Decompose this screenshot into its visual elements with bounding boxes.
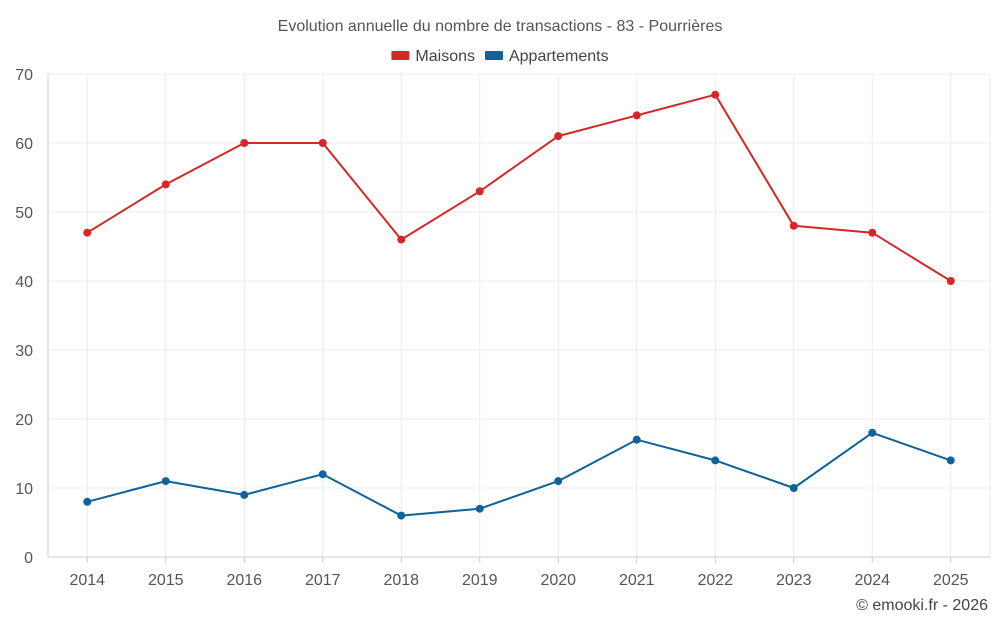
data-point-appartements[interactable] [318, 470, 327, 479]
data-point-maisons[interactable] [240, 139, 249, 147]
data-point-appartements[interactable] [83, 497, 92, 506]
y-tick-label: 40 [15, 274, 33, 291]
y-tick-label: 30 [15, 343, 33, 360]
legend-swatch [391, 51, 410, 60]
data-point-appartements[interactable] [711, 456, 720, 465]
x-tick-label: 2017 [305, 572, 341, 589]
data-point-maisons[interactable] [946, 277, 955, 285]
series-layer [83, 90, 955, 520]
data-point-maisons[interactable] [161, 180, 170, 189]
data-point-maisons[interactable] [475, 187, 484, 196]
x-tick-label: 2022 [697, 572, 733, 589]
series-line-maisons [86, 93, 952, 282]
data-point-appartements[interactable] [161, 477, 170, 486]
x-tick-label: 2020 [540, 572, 576, 589]
data-point-maisons[interactable] [83, 228, 92, 237]
legend-swatch [484, 51, 503, 60]
credit-text: © emooki.fr - 2026 [856, 597, 988, 614]
x-tick-label: 2014 [69, 572, 105, 589]
x-tick-label: 2015 [148, 572, 184, 589]
data-point-appartements[interactable] [475, 504, 484, 513]
y-tick-label: 60 [15, 136, 33, 153]
legend-item-maisons[interactable]: Maisons [391, 48, 475, 65]
data-point-appartements[interactable] [554, 477, 563, 486]
y-tick-label: 70 [15, 67, 33, 84]
grid [48, 73, 991, 557]
data-point-maisons[interactable] [318, 139, 327, 147]
data-point-maisons[interactable] [711, 90, 720, 99]
legend-label: Maisons [415, 48, 475, 65]
legend-item-appartements[interactable]: Appartements [484, 48, 609, 65]
data-point-appartements[interactable] [946, 456, 955, 465]
x-tick-label: 2025 [933, 572, 969, 589]
series-line-appartements [86, 431, 952, 517]
chart-title: Evolution annuelle du nombre de transact… [278, 18, 723, 35]
x-tick-label: 2024 [854, 572, 890, 589]
data-point-appartements[interactable] [632, 435, 641, 444]
y-axis: 0 10 20 30 40 50 60 70 [15, 67, 49, 567]
y-tick-label: 50 [15, 205, 33, 222]
legend: Maisons Appartements [391, 48, 609, 65]
y-tick-label: 20 [15, 412, 33, 429]
x-axis: 2014 2015 2016 2017 2018 2019 2020 2021 2022 2023… [48, 556, 990, 589]
x-tick-label: 2021 [619, 572, 655, 589]
x-tick-label: 2019 [462, 572, 498, 589]
y-tick-label: 0 [24, 550, 33, 567]
y-tick-label: 10 [15, 481, 33, 498]
data-point-appartements[interactable] [397, 511, 406, 520]
data-point-maisons[interactable] [868, 228, 877, 237]
data-point-appartements[interactable] [240, 490, 249, 499]
legend-label: Appartements [509, 48, 609, 65]
data-point-maisons[interactable] [397, 235, 406, 244]
data-point-maisons[interactable] [554, 132, 563, 141]
x-tick-label: 2023 [776, 572, 812, 589]
data-point-maisons[interactable] [789, 221, 798, 230]
x-tick-label: 2016 [226, 572, 262, 589]
data-point-maisons[interactable] [632, 111, 641, 120]
data-point-appartements[interactable] [789, 484, 798, 492]
data-point-appartements[interactable] [868, 428, 877, 437]
x-tick-label: 2018 [383, 572, 419, 589]
